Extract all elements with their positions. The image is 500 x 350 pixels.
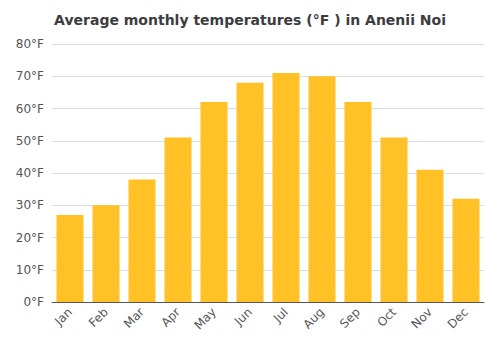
svg-text:Apr: Apr — [158, 305, 183, 330]
svg-text:Nov: Nov — [409, 305, 435, 331]
svg-text:Oct: Oct — [374, 305, 399, 330]
svg-text:Average monthly temperatures (: Average monthly temperatures (°F ) in An… — [54, 12, 446, 28]
svg-text:Dec: Dec — [445, 305, 471, 331]
svg-text:80°F: 80°F — [16, 37, 44, 51]
svg-text:40°F: 40°F — [16, 166, 44, 180]
svg-text:70°F: 70°F — [16, 69, 44, 83]
svg-text:60°F: 60°F — [16, 102, 44, 116]
svg-text:Jul: Jul — [270, 305, 291, 326]
svg-text:30°F: 30°F — [16, 198, 44, 212]
svg-text:Aug: Aug — [300, 305, 326, 331]
svg-text:May: May — [192, 305, 219, 332]
svg-text:0°F: 0°F — [23, 295, 44, 309]
svg-text:20°F: 20°F — [16, 231, 44, 245]
svg-text:Feb: Feb — [86, 305, 111, 330]
svg-text:Mar: Mar — [121, 305, 147, 331]
svg-text:Sep: Sep — [337, 305, 363, 331]
svg-text:50°F: 50°F — [16, 134, 44, 148]
svg-text:Jun: Jun — [231, 305, 255, 329]
svg-text:10°F: 10°F — [16, 263, 44, 277]
svg-text:Jan: Jan — [51, 305, 75, 329]
